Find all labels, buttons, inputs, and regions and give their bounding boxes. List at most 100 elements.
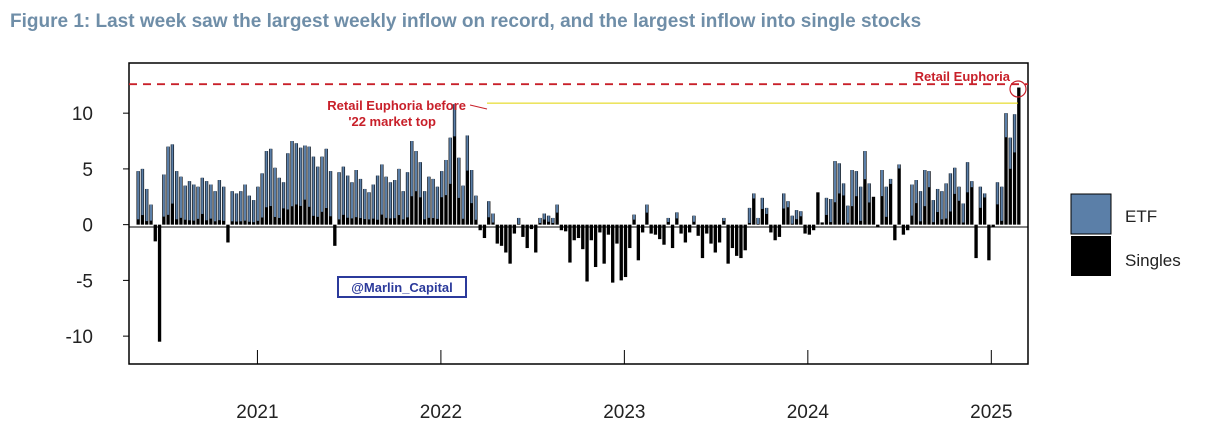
bar-singles (1004, 113, 1008, 225)
bar-singles (987, 224, 991, 261)
bar-etf (406, 172, 409, 218)
bar-singles (683, 224, 688, 243)
bar-etf (350, 182, 353, 219)
bar-etf (936, 188, 939, 213)
bar-etf (137, 171, 140, 220)
bar-etf (838, 163, 841, 194)
bar-etf (402, 191, 405, 220)
bar-etf (414, 151, 418, 192)
bar-etf (355, 170, 358, 218)
bar-etf (829, 199, 832, 223)
bar-etf (423, 191, 426, 220)
bar-singles (157, 224, 162, 342)
bar-singles (640, 224, 645, 233)
y-tick-label: 5 (82, 160, 93, 181)
bar-etf (201, 177, 204, 214)
bar-singles (888, 178, 893, 225)
bar-etf (1000, 186, 1003, 221)
bar-etf (962, 203, 965, 223)
bar-singles (893, 224, 897, 241)
bar-etf (538, 217, 542, 223)
bar-singles (623, 224, 628, 278)
bar-singles (782, 193, 786, 225)
bar-etf (231, 191, 234, 222)
bar-etf (851, 170, 854, 207)
bar-etf (633, 214, 636, 220)
legend-label-singles: Singles (1125, 251, 1181, 270)
bar-singles (226, 224, 230, 243)
x-tick-label: 2024 (787, 402, 830, 423)
bar-etf (397, 168, 401, 216)
bar-etf (312, 156, 315, 216)
bar-etf (979, 186, 982, 208)
bar-etf (919, 191, 922, 222)
bar-singles (1008, 137, 1012, 225)
bar-singles (572, 224, 576, 241)
bar-etf (885, 186, 888, 217)
x-axis: 2021 2022 2023 2024 2025 (236, 350, 1012, 423)
bar-etf (910, 184, 914, 216)
bar-singles (619, 224, 623, 281)
bar-etf (868, 183, 871, 203)
annotation-pointer (469, 104, 488, 110)
bar-singles (696, 224, 700, 236)
annotation-prior-euphoria-1: Retail Euphoria before (327, 98, 466, 113)
bar-etf (675, 212, 678, 219)
bar-singles (799, 211, 803, 225)
bar-etf (551, 217, 554, 223)
bar-singles (568, 224, 572, 263)
bar-etf (419, 162, 422, 198)
bar-etf (303, 145, 306, 200)
bar-etf (209, 184, 212, 219)
bar-singles (662, 224, 666, 245)
bar-singles (752, 193, 756, 225)
reference-lines (129, 83, 1028, 104)
bar-singles (764, 207, 769, 225)
bar-singles (726, 224, 730, 264)
bar-etf (949, 173, 952, 212)
bar-etf (363, 188, 366, 220)
bar-etf (556, 204, 559, 213)
bar-singles (482, 224, 487, 239)
bar-etf (149, 204, 153, 221)
x-tick-label: 2025 (970, 402, 1012, 423)
bar-etf (444, 159, 448, 196)
bar-singles (636, 224, 641, 261)
bar-singles (871, 196, 876, 225)
bar-etf (192, 184, 195, 221)
bar-singles (901, 224, 906, 235)
bar-singles (705, 224, 709, 234)
bar-etf (184, 185, 187, 220)
bar-singles (965, 162, 970, 225)
bar-singles (581, 224, 585, 250)
bar-etf (171, 144, 174, 204)
bar-etf (376, 175, 379, 220)
highlight-circle (1009, 80, 1027, 98)
bar-singles (735, 224, 739, 256)
bar-etf (359, 178, 362, 219)
bar-singles (970, 181, 974, 225)
bar-singles (760, 197, 764, 225)
bar-singles (876, 224, 880, 227)
bar-singles (589, 224, 593, 241)
bar-etf (996, 182, 999, 205)
bar-etf (167, 146, 170, 215)
bar-singles (440, 171, 444, 225)
bar-etf (966, 162, 969, 193)
bar-singles (658, 224, 662, 240)
x-tick-label: 2022 (420, 402, 462, 423)
bar-etf (145, 188, 148, 222)
bar-etf (791, 215, 794, 224)
bar-singles (525, 224, 529, 249)
bar-singles (534, 224, 538, 253)
bar-singles (645, 204, 649, 225)
bar-etf (179, 176, 182, 218)
bar-singles (521, 224, 525, 237)
bar-singles (1012, 114, 1017, 225)
bar-etf (889, 178, 892, 184)
annotation-prior-euphoria-2: '22 market top (348, 114, 436, 129)
y-tick-label: -10 (66, 327, 93, 348)
bar-singles (880, 170, 884, 225)
bar-etf (765, 207, 768, 214)
